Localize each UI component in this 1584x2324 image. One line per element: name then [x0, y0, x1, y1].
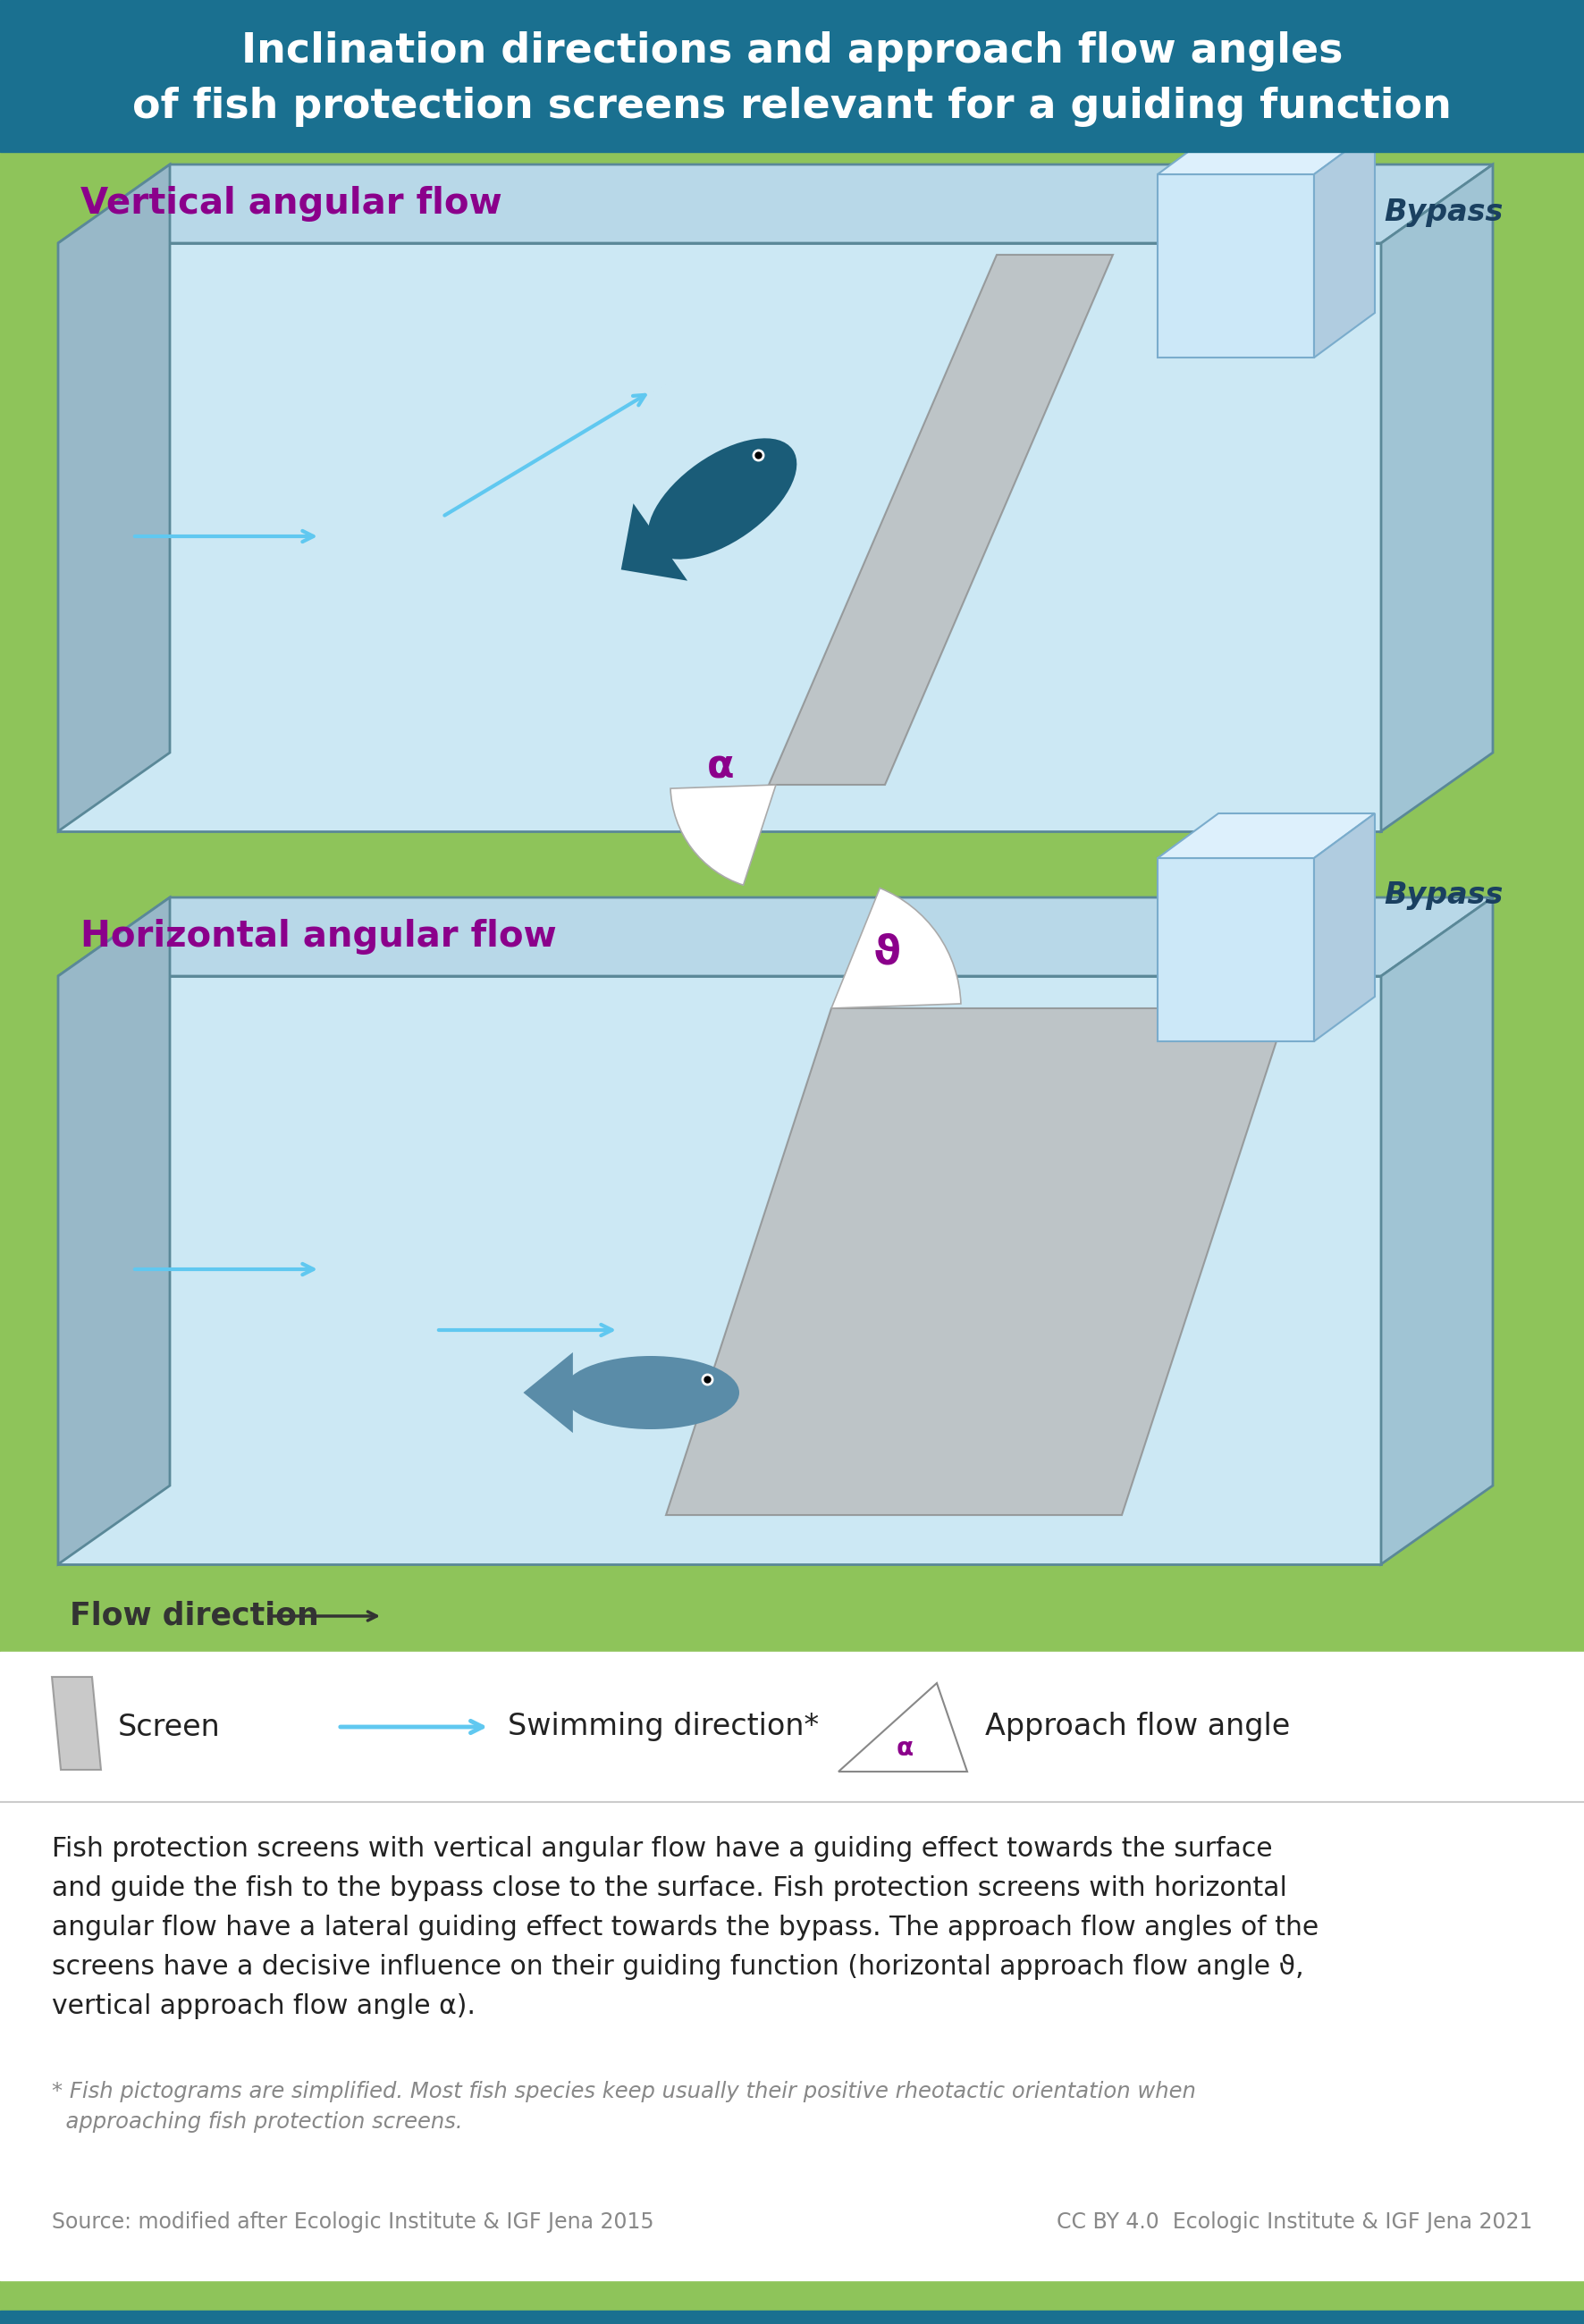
Polygon shape	[59, 244, 1381, 832]
Text: Flow direction: Flow direction	[70, 1601, 318, 1631]
Polygon shape	[768, 256, 1114, 786]
Bar	[0, 1801, 1584, 2280]
Text: Source: modified after Ecologic Institute & IGF Jena 2015: Source: modified after Ecologic Institut…	[52, 2212, 654, 2233]
Text: Horizontal angular flow: Horizontal angular flow	[81, 918, 556, 955]
Polygon shape	[52, 1678, 101, 1771]
Polygon shape	[59, 976, 1381, 1564]
Bar	[0, 2310, 1584, 2324]
Polygon shape	[59, 165, 1492, 244]
Polygon shape	[59, 897, 169, 1564]
Text: CC BY 4.0  Ecologic Institute & IGF Jena 2021: CC BY 4.0 Ecologic Institute & IGF Jena …	[1057, 2212, 1532, 2233]
Polygon shape	[665, 1009, 1288, 1515]
Polygon shape	[1381, 897, 1492, 1564]
Polygon shape	[523, 1353, 573, 1434]
Text: α: α	[897, 1736, 914, 1762]
Wedge shape	[832, 888, 961, 1009]
Text: Fish protection screens with vertical angular flow have a guiding effect towards: Fish protection screens with vertical an…	[52, 1836, 1319, 2020]
Polygon shape	[1381, 165, 1492, 832]
Text: ϑ: ϑ	[873, 932, 901, 974]
Text: Swimming direction*: Swimming direction*	[508, 1713, 819, 1741]
Bar	[0, 1652, 1584, 1801]
Bar	[0, 0, 1584, 151]
Text: Inclination directions and approach flow angles: Inclination directions and approach flow…	[241, 33, 1343, 72]
Polygon shape	[59, 165, 169, 832]
Text: Vertical angular flow: Vertical angular flow	[81, 186, 502, 221]
Polygon shape	[621, 504, 687, 581]
Ellipse shape	[648, 439, 797, 560]
Text: * Fish pictograms are simplified. Most fish species keep usually their positive : * Fish pictograms are simplified. Most f…	[52, 2080, 1196, 2133]
Wedge shape	[670, 786, 776, 885]
Ellipse shape	[562, 1355, 740, 1429]
Text: Bypass: Bypass	[1384, 881, 1503, 911]
Text: Approach flow angle: Approach flow angle	[985, 1713, 1289, 1741]
Polygon shape	[1158, 858, 1315, 1041]
Polygon shape	[1315, 130, 1375, 358]
Text: Bypass: Bypass	[1384, 198, 1503, 228]
Polygon shape	[59, 897, 1492, 976]
Polygon shape	[1315, 813, 1375, 1041]
Text: of fish protection screens relevant for a guiding function: of fish protection screens relevant for …	[133, 86, 1451, 128]
Polygon shape	[1158, 174, 1315, 358]
Text: Screen: Screen	[117, 1713, 220, 1741]
Polygon shape	[1158, 130, 1375, 174]
Polygon shape	[1158, 813, 1375, 858]
Polygon shape	[838, 1683, 968, 1771]
Text: α: α	[706, 748, 733, 786]
